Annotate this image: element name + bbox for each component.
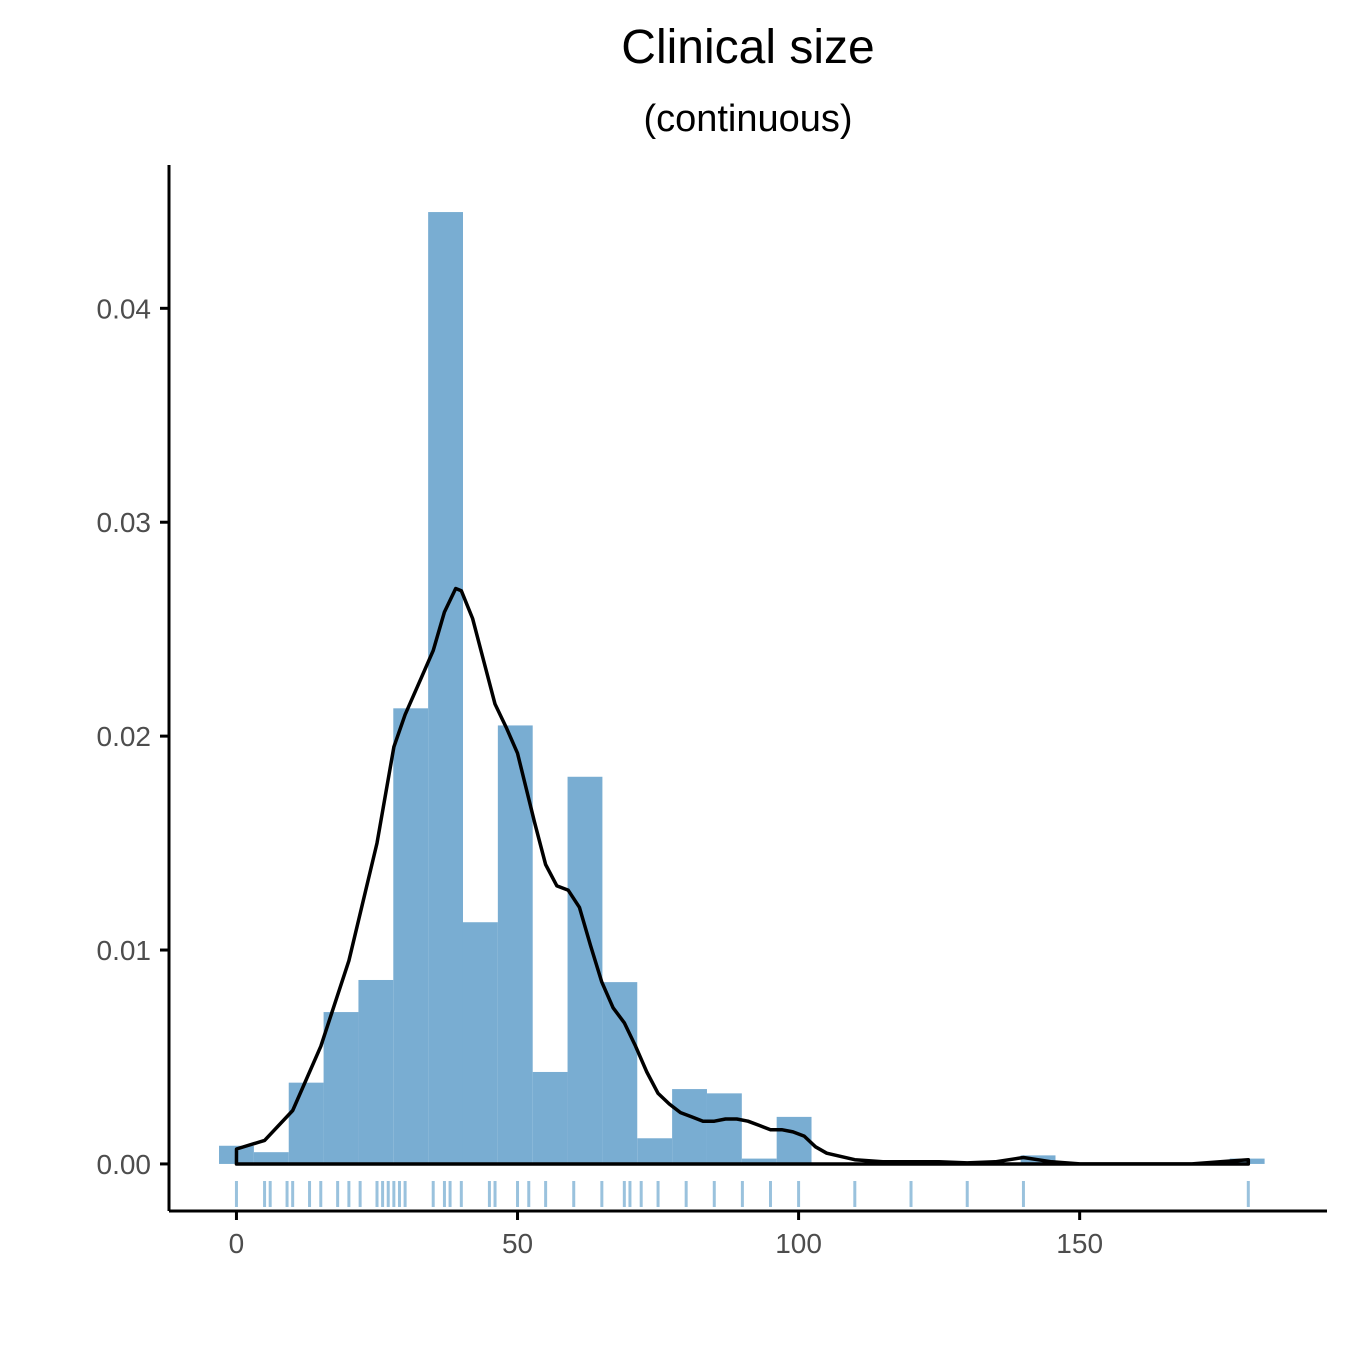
histogram-bar-12 — [637, 1138, 673, 1164]
histogram-bar-15 — [741, 1158, 777, 1164]
histogram-bar-9 — [532, 1071, 568, 1164]
histogram-bar-1 — [253, 1152, 289, 1164]
histogram-bars — [219, 212, 1265, 1164]
x-tick-label-2: 100 — [775, 1228, 822, 1259]
histogram-bar-2 — [288, 1082, 324, 1164]
density-curve-layer — [234, 586, 1251, 1166]
axes — [167, 165, 1327, 1213]
rug-marks — [234, 1181, 1250, 1207]
y-tick-label-2: 0.02 — [97, 721, 152, 752]
histogram-bar-5 — [393, 708, 429, 1164]
chart-subtitle: (continuous) — [643, 98, 852, 140]
x-tick-label-0: 0 — [229, 1228, 245, 1259]
y-tick-label-3: 0.03 — [97, 507, 152, 538]
histogram-bar-7 — [462, 922, 498, 1164]
density-curve — [234, 586, 1251, 1166]
histogram-bar-14 — [706, 1093, 742, 1164]
y-tick-label-1: 0.01 — [97, 935, 152, 966]
x-tick-label-1: 50 — [502, 1228, 533, 1259]
histogram-bar-4 — [358, 979, 394, 1164]
y-axis-ticks: 0.00 0.01 0.02 0.03 0.04 — [97, 293, 169, 1180]
histogram-bar-16 — [776, 1116, 812, 1164]
y-tick-label-0: 0.00 — [97, 1149, 152, 1180]
y-tick-label-4: 0.04 — [97, 293, 152, 324]
histogram-bar-13 — [672, 1089, 707, 1164]
x-axis-ticks: 0 50 100 150 — [229, 1211, 1103, 1259]
histogram-bar-3 — [323, 1012, 359, 1164]
histogram-bar-6 — [428, 212, 463, 1164]
x-tick-label-3: 150 — [1056, 1228, 1103, 1259]
histogram-bar-11 — [602, 982, 638, 1164]
chart-title: Clinical size — [621, 21, 874, 74]
